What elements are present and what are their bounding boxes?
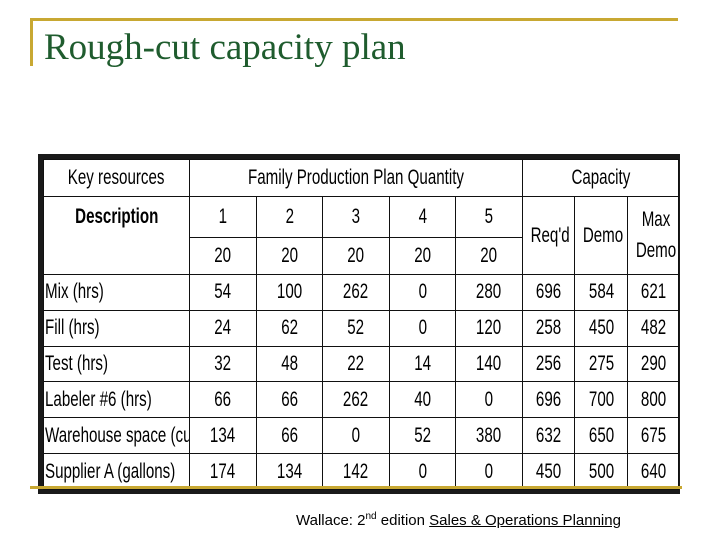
row-label: Fill (hrs) [43,309,190,347]
family-number: 4 [389,196,456,238]
caption-middle: edition [376,512,430,529]
table-cell: 54 [189,274,257,311]
caption-superscript: nd [365,511,377,522]
capacity-cell: 696 [522,381,576,419]
family-quantity: 20 [389,237,456,275]
capacity-cell: 482 [627,309,680,347]
table-cell: 0 [322,417,390,455]
capacity-cell: 621 [627,274,680,311]
header-capacity: Capacity [522,159,680,197]
family-quantity: 20 [189,237,257,275]
table-cell: 62 [256,309,323,347]
table-cell: 0 [389,274,456,311]
family-number: 1 [189,196,257,238]
capacity-cell: 584 [574,274,629,311]
source-caption: Wallace: 2nd edition Sales & Operations … [296,511,621,529]
table-cell: 262 [322,381,390,419]
bottom-rule [30,486,682,489]
left-rule [30,18,33,66]
capacity-cell: 700 [574,381,629,419]
table-cell: 0 [389,453,456,490]
capacity-cell: 675 [627,417,680,455]
table-cell: 24 [189,309,257,347]
table-cell: 142 [322,453,390,490]
table-row: Labeler #6 (hrs) 66 66 262 40 0 696 700 … [43,381,680,419]
capacity-cell: 275 [574,345,629,383]
table-row: Mix (hrs) 54 100 262 0 280 696 584 621 [43,274,680,311]
family-quantity: 20 [256,237,323,275]
capacity-cell: 258 [522,309,576,347]
table-cell: 52 [322,309,390,347]
table-cell: 0 [389,309,456,347]
table-row: Supplier A (gallons) 174 134 142 0 0 450… [43,453,680,490]
capacity-cell: 640 [627,453,680,490]
caption-prefix: Wallace: 2 [296,512,366,529]
table-cell: 40 [389,381,456,419]
capacity-table-frame: Key resources Family Production Plan Qua… [38,154,680,494]
family-number: 3 [322,196,390,238]
capacity-cell: 800 [627,381,680,419]
header-row-2: Description 1 2 3 4 5 Req'd Demo Max Dem… [43,196,680,275]
capacity-cell: 290 [627,345,680,383]
table-cell: 0 [454,453,524,490]
top-rule [30,18,678,21]
table-cell: 100 [256,274,323,311]
table-cell: 0 [454,381,524,419]
table-cell: 262 [322,274,390,311]
table-cell: 174 [189,453,257,490]
capacity-cell: 256 [522,345,576,383]
table-row: Warehouse space (cube) 134 66 0 52 380 6… [43,417,680,455]
capacity-table: Key resources Family Production Plan Qua… [43,159,680,490]
header-demo: Demo [574,196,629,275]
table-row: Test (hrs) 32 48 22 14 140 256 275 290 [43,345,680,383]
row-label: Labeler #6 (hrs) [43,381,190,419]
table-cell: 120 [454,309,524,347]
table-cell: 32 [189,345,257,383]
header-row-1: Key resources Family Production Plan Qua… [43,159,680,197]
table-cell: 66 [189,381,257,419]
table-cell: 22 [322,345,390,383]
capacity-cell: 650 [574,417,629,455]
table-cell: 66 [256,417,323,455]
capacity-cell: 450 [522,453,576,490]
table-cell: 134 [256,453,323,490]
header-key-resources: Key resources [43,159,190,197]
family-number: 2 [256,196,323,238]
slide-title: Rough-cut capacity plan [44,27,406,68]
table-cell: 134 [189,417,257,455]
table-cell: 140 [454,345,524,383]
family-quantity: 20 [322,237,390,275]
row-label: Supplier A (gallons) [43,453,190,490]
row-label: Mix (hrs) [43,274,190,311]
table-cell: 52 [389,417,456,455]
quantity-row: 20 20 20 20 20 [44,237,679,275]
table-cell: 66 [256,381,323,419]
capacity-cell: 450 [574,309,629,347]
row-label: Warehouse space (cube) [43,417,190,455]
book-title: Sales & Operations Planning [429,512,621,529]
table-row: Fill (hrs) 24 62 52 0 120 258 450 482 [43,309,680,347]
table-cell: 280 [454,274,524,311]
capacity-cell: 632 [522,417,576,455]
family-quantity: 20 [454,237,524,275]
family-number: 5 [454,196,524,238]
row-label: Test (hrs) [43,345,190,383]
header-family-plan: Family Production Plan Quantity [188,159,524,197]
capacity-cell: 696 [522,274,576,311]
header-max-demo: Max Demo [627,196,680,275]
table-cell: 48 [256,345,323,383]
capacity-cell: 500 [574,453,629,490]
table-cell: 14 [389,345,456,383]
table-cell: 380 [454,417,524,455]
header-description: Description [43,196,190,275]
header-reqd: Req'd [522,196,576,275]
